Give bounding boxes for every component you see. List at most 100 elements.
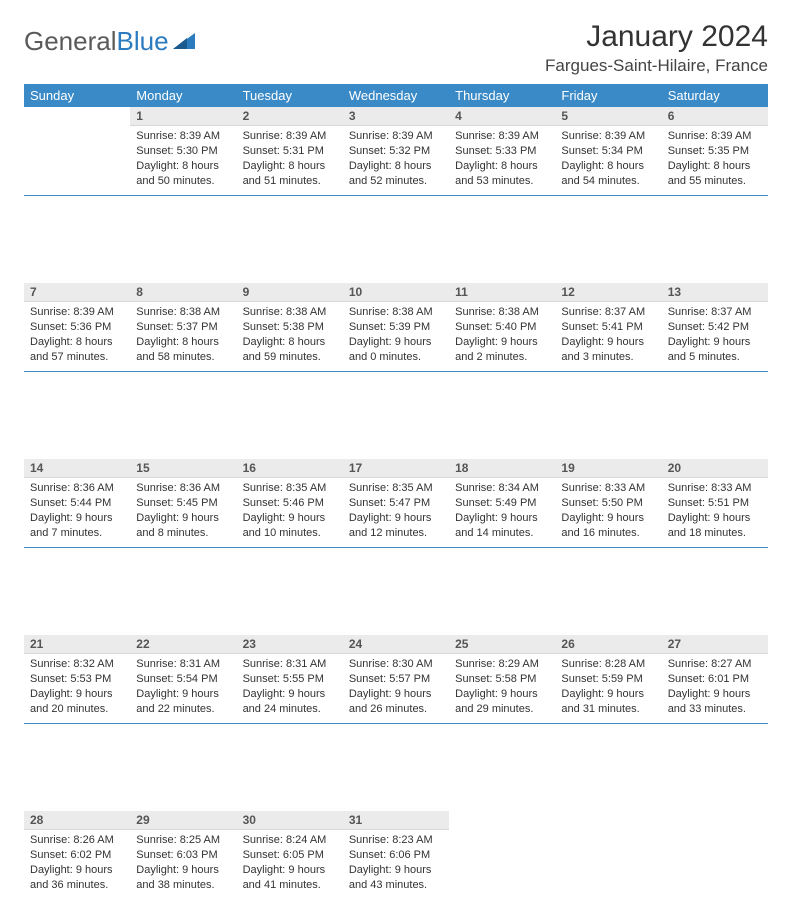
calendar-cell: 15Sunrise: 8:36 AMSunset: 5:45 PMDayligh…	[130, 459, 236, 547]
calendar-cell: 1Sunrise: 8:39 AMSunset: 5:30 PMDaylight…	[130, 107, 236, 195]
day-number: 5	[555, 107, 661, 126]
day-number: 4	[449, 107, 555, 126]
day-number: 11	[449, 283, 555, 302]
calendar-cell: 31Sunrise: 8:23 AMSunset: 6:06 PMDayligh…	[343, 811, 449, 899]
day-number: 1	[130, 107, 236, 126]
calendar-cell: 23Sunrise: 8:31 AMSunset: 5:55 PMDayligh…	[237, 635, 343, 723]
calendar-cell: 8Sunrise: 8:38 AMSunset: 5:37 PMDaylight…	[130, 283, 236, 371]
calendar-cell: 25Sunrise: 8:29 AMSunset: 5:58 PMDayligh…	[449, 635, 555, 723]
day-number: 3	[343, 107, 449, 126]
day-header: Tuesday	[237, 84, 343, 107]
day-number: 10	[343, 283, 449, 302]
calendar-cell: 10Sunrise: 8:38 AMSunset: 5:39 PMDayligh…	[343, 283, 449, 371]
day-number: 9	[237, 283, 343, 302]
day-info: Sunrise: 8:26 AMSunset: 6:02 PMDaylight:…	[24, 830, 130, 896]
day-info: Sunrise: 8:25 AMSunset: 6:03 PMDaylight:…	[130, 830, 236, 896]
calendar-cell: 14Sunrise: 8:36 AMSunset: 5:44 PMDayligh…	[24, 459, 130, 547]
day-info: Sunrise: 8:37 AMSunset: 5:41 PMDaylight:…	[555, 302, 661, 368]
day-number: 20	[662, 459, 768, 478]
location: Fargues-Saint-Hilaire, France	[545, 56, 768, 76]
calendar-table: SundayMondayTuesdayWednesdayThursdayFrid…	[24, 84, 768, 899]
day-info: Sunrise: 8:39 AMSunset: 5:34 PMDaylight:…	[555, 126, 661, 192]
day-info: Sunrise: 8:31 AMSunset: 5:54 PMDaylight:…	[130, 654, 236, 720]
day-number: 7	[24, 283, 130, 302]
day-number: 21	[24, 635, 130, 654]
calendar-cell: 6Sunrise: 8:39 AMSunset: 5:35 PMDaylight…	[662, 107, 768, 195]
day-header: Saturday	[662, 84, 768, 107]
day-header: Sunday	[24, 84, 130, 107]
calendar-cell: 9Sunrise: 8:38 AMSunset: 5:38 PMDaylight…	[237, 283, 343, 371]
day-info: Sunrise: 8:37 AMSunset: 5:42 PMDaylight:…	[662, 302, 768, 368]
calendar-cell: 22Sunrise: 8:31 AMSunset: 5:54 PMDayligh…	[130, 635, 236, 723]
day-number: 29	[130, 811, 236, 830]
day-number: 31	[343, 811, 449, 830]
day-header: Monday	[130, 84, 236, 107]
calendar-cell: 20Sunrise: 8:33 AMSunset: 5:51 PMDayligh…	[662, 459, 768, 547]
day-number: 8	[130, 283, 236, 302]
day-info: Sunrise: 8:39 AMSunset: 5:33 PMDaylight:…	[449, 126, 555, 192]
day-info: Sunrise: 8:38 AMSunset: 5:40 PMDaylight:…	[449, 302, 555, 368]
day-number: 13	[662, 283, 768, 302]
calendar-cell	[449, 811, 555, 899]
calendar-cell: 26Sunrise: 8:28 AMSunset: 5:59 PMDayligh…	[555, 635, 661, 723]
day-info: Sunrise: 8:33 AMSunset: 5:50 PMDaylight:…	[555, 478, 661, 544]
calendar-cell	[24, 107, 130, 195]
calendar-week: 7Sunrise: 8:39 AMSunset: 5:36 PMDaylight…	[24, 283, 768, 371]
day-info: Sunrise: 8:39 AMSunset: 5:36 PMDaylight:…	[24, 302, 130, 368]
day-info: Sunrise: 8:39 AMSunset: 5:35 PMDaylight:…	[662, 126, 768, 192]
day-info: Sunrise: 8:34 AMSunset: 5:49 PMDaylight:…	[449, 478, 555, 544]
day-info: Sunrise: 8:23 AMSunset: 6:06 PMDaylight:…	[343, 830, 449, 896]
day-number: 28	[24, 811, 130, 830]
day-info: Sunrise: 8:29 AMSunset: 5:58 PMDaylight:…	[449, 654, 555, 720]
calendar-cell: 5Sunrise: 8:39 AMSunset: 5:34 PMDaylight…	[555, 107, 661, 195]
day-number: 14	[24, 459, 130, 478]
calendar-cell	[662, 811, 768, 899]
triangle-icon	[173, 31, 197, 56]
day-info: Sunrise: 8:24 AMSunset: 6:05 PMDaylight:…	[237, 830, 343, 896]
week-separator	[24, 195, 768, 283]
day-number: 17	[343, 459, 449, 478]
week-separator	[24, 371, 768, 459]
calendar-cell: 11Sunrise: 8:38 AMSunset: 5:40 PMDayligh…	[449, 283, 555, 371]
day-header: Thursday	[449, 84, 555, 107]
calendar-cell: 19Sunrise: 8:33 AMSunset: 5:50 PMDayligh…	[555, 459, 661, 547]
day-number: 18	[449, 459, 555, 478]
day-number: 22	[130, 635, 236, 654]
calendar-cell: 29Sunrise: 8:25 AMSunset: 6:03 PMDayligh…	[130, 811, 236, 899]
calendar-cell: 12Sunrise: 8:37 AMSunset: 5:41 PMDayligh…	[555, 283, 661, 371]
day-info: Sunrise: 8:38 AMSunset: 5:39 PMDaylight:…	[343, 302, 449, 368]
day-number: 24	[343, 635, 449, 654]
day-number: 19	[555, 459, 661, 478]
day-header: Friday	[555, 84, 661, 107]
calendar-cell	[555, 811, 661, 899]
calendar-cell: 2Sunrise: 8:39 AMSunset: 5:31 PMDaylight…	[237, 107, 343, 195]
day-info: Sunrise: 8:39 AMSunset: 5:30 PMDaylight:…	[130, 126, 236, 192]
week-separator	[24, 723, 768, 811]
day-number: 27	[662, 635, 768, 654]
calendar-cell: 7Sunrise: 8:39 AMSunset: 5:36 PMDaylight…	[24, 283, 130, 371]
day-number: 25	[449, 635, 555, 654]
day-info: Sunrise: 8:39 AMSunset: 5:32 PMDaylight:…	[343, 126, 449, 192]
calendar-cell: 24Sunrise: 8:30 AMSunset: 5:57 PMDayligh…	[343, 635, 449, 723]
calendar-cell: 4Sunrise: 8:39 AMSunset: 5:33 PMDaylight…	[449, 107, 555, 195]
day-info: Sunrise: 8:33 AMSunset: 5:51 PMDaylight:…	[662, 478, 768, 544]
logo-text-2: Blue	[117, 26, 169, 56]
calendar-cell: 28Sunrise: 8:26 AMSunset: 6:02 PMDayligh…	[24, 811, 130, 899]
day-info: Sunrise: 8:38 AMSunset: 5:38 PMDaylight:…	[237, 302, 343, 368]
month-title: January 2024	[545, 20, 768, 54]
calendar-cell: 13Sunrise: 8:37 AMSunset: 5:42 PMDayligh…	[662, 283, 768, 371]
calendar-cell: 30Sunrise: 8:24 AMSunset: 6:05 PMDayligh…	[237, 811, 343, 899]
day-number: 6	[662, 107, 768, 126]
calendar-cell: 16Sunrise: 8:35 AMSunset: 5:46 PMDayligh…	[237, 459, 343, 547]
day-info: Sunrise: 8:35 AMSunset: 5:47 PMDaylight:…	[343, 478, 449, 544]
calendar-week: 21Sunrise: 8:32 AMSunset: 5:53 PMDayligh…	[24, 635, 768, 723]
day-number: 30	[237, 811, 343, 830]
day-number: 15	[130, 459, 236, 478]
day-header: Wednesday	[343, 84, 449, 107]
day-number: 12	[555, 283, 661, 302]
day-info: Sunrise: 8:35 AMSunset: 5:46 PMDaylight:…	[237, 478, 343, 544]
calendar-week: 14Sunrise: 8:36 AMSunset: 5:44 PMDayligh…	[24, 459, 768, 547]
day-info: Sunrise: 8:28 AMSunset: 5:59 PMDaylight:…	[555, 654, 661, 720]
calendar-week: 1Sunrise: 8:39 AMSunset: 5:30 PMDaylight…	[24, 107, 768, 195]
day-number: 26	[555, 635, 661, 654]
